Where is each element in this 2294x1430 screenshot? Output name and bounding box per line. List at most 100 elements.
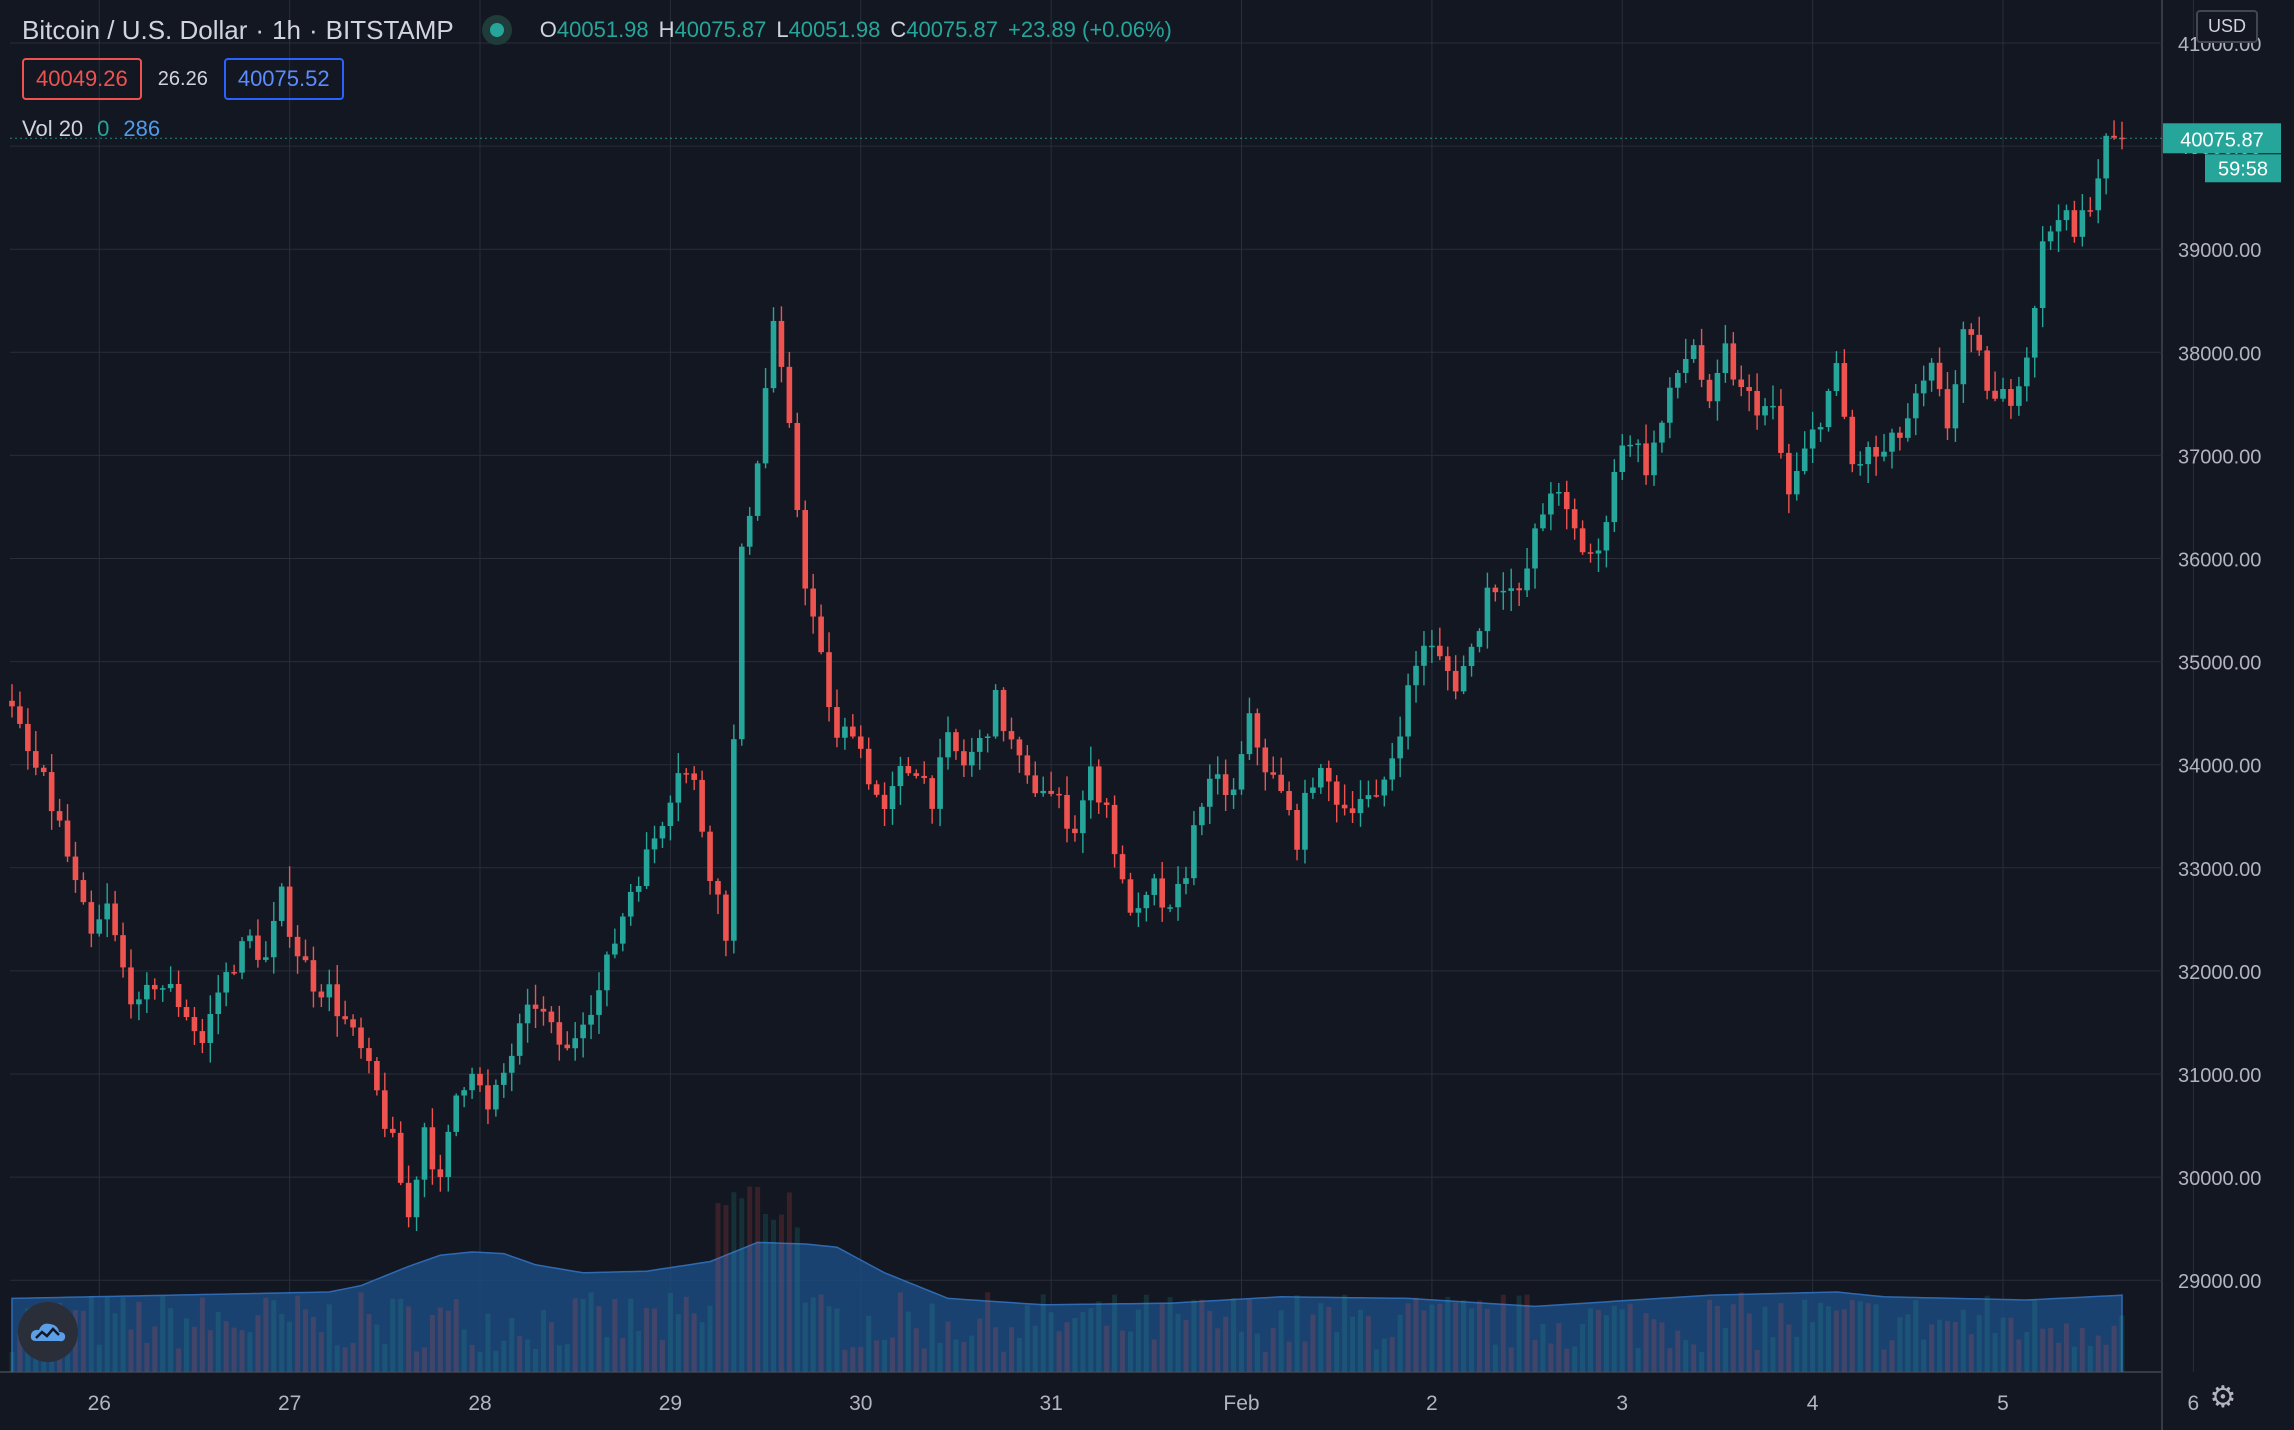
candle-body [1270, 772, 1277, 775]
volume-bar [699, 1322, 705, 1372]
candle-body [1849, 416, 1856, 465]
candle-body [905, 766, 912, 774]
volume-bar [295, 1295, 301, 1372]
x-tick-label: 29 [659, 1392, 682, 1415]
volume-bar [1992, 1333, 1998, 1372]
volume-bar [1389, 1336, 1395, 1372]
currency-button[interactable]: USD [2196, 10, 2259, 43]
candle-body [667, 802, 674, 827]
candle-body [1714, 373, 1721, 402]
candle-body [247, 935, 253, 942]
volume-bar [1246, 1299, 1252, 1372]
volume-bar [1318, 1303, 1324, 1372]
candle-body [627, 891, 634, 917]
candle-body [112, 903, 118, 936]
candle-body [1468, 646, 1475, 667]
volume-bar [1357, 1309, 1363, 1372]
volume-bar [1008, 1327, 1014, 1372]
symbol-name[interactable]: Bitcoin / U.S. Dollar [22, 14, 248, 45]
volume-bar [1016, 1337, 1022, 1372]
volume-bar [1968, 1334, 1974, 1372]
volume-bar [1984, 1295, 1990, 1372]
candle-body [183, 1007, 190, 1018]
volume-bar [1707, 1299, 1713, 1372]
volume-bar [834, 1308, 840, 1372]
candle-body [255, 935, 261, 960]
candle-body [1476, 631, 1483, 647]
volume-bar [2095, 1335, 2101, 1372]
y-tick-label: 36000.00 [2178, 550, 2261, 572]
volume-bar [1738, 1292, 1744, 1372]
volume-bar [889, 1337, 895, 1372]
candle-body [1786, 452, 1792, 495]
volume-bar [1802, 1299, 1808, 1372]
candle-body [794, 423, 801, 511]
candle-body [2103, 135, 2109, 179]
countdown-box [2205, 154, 2281, 183]
candle-body [294, 936, 301, 957]
volume-bar [794, 1227, 800, 1372]
gear-icon[interactable]: ⚙ [2209, 1380, 2237, 1414]
volume-bar [429, 1314, 435, 1372]
volume-bar [414, 1351, 420, 1372]
volume-bar [683, 1296, 689, 1372]
price-axis[interactable]: 29000.00 30000.00 31000.00 32000.00 33000.00… [2178, 34, 2261, 1293]
candle-body [723, 894, 729, 941]
volume-bar [937, 1342, 943, 1372]
candle-body [1778, 405, 1784, 453]
volume-bar [215, 1312, 221, 1372]
volume-bar [1175, 1313, 1181, 1372]
candle-body [604, 954, 610, 991]
candle-body [1944, 389, 1951, 429]
volume-bar [1976, 1315, 1982, 1372]
volume-bar [993, 1327, 999, 1372]
candle-body [1000, 689, 1007, 732]
volume-bar [802, 1302, 808, 1372]
candle-body [461, 1090, 467, 1096]
volume-bar [1524, 1294, 1530, 1372]
candle-body [1643, 443, 1649, 476]
y-tick-label: 30000.00 [2178, 1168, 2261, 1190]
volume-bar [342, 1347, 348, 1372]
candle-body [1452, 670, 1459, 692]
volume-bar [1810, 1322, 1816, 1372]
candle-body [64, 820, 71, 857]
y-tick-label: 34000.00 [2178, 756, 2261, 778]
volume-bar [1921, 1339, 1927, 1372]
interval-label[interactable]: 1h [272, 14, 301, 45]
time-axis[interactable]: 26 27 28 29 30 31 Feb 2 3 4 5 6 [88, 1392, 2200, 1415]
candle-body [1127, 879, 1134, 913]
volume-bar [1135, 1309, 1141, 1372]
candle-body [1801, 448, 1808, 472]
x-tick-label: 28 [468, 1392, 491, 1415]
volume-bar [1849, 1300, 1855, 1372]
candle-body [1920, 380, 1927, 394]
candle-body [1056, 793, 1062, 796]
sell-button[interactable]: 40049.26 [22, 58, 142, 100]
candle-body [1627, 444, 1633, 447]
volume-bar [2032, 1299, 2038, 1372]
candle-body [945, 732, 951, 758]
candle-body [1928, 362, 1935, 381]
volume-bar [128, 1329, 134, 1372]
volume-bar [1746, 1313, 1752, 1372]
candle-body [857, 736, 864, 749]
volume-bar [1937, 1319, 1943, 1372]
volume-bar [2016, 1339, 2022, 1372]
candle-body [32, 751, 39, 768]
volume-bar [1484, 1308, 1490, 1372]
volume-bar [1001, 1351, 1007, 1372]
volume-legend[interactable]: Vol 20 0 286 [22, 116, 160, 142]
volume-bar [1881, 1349, 1887, 1372]
candle-body [437, 1169, 444, 1177]
candle-body [1333, 781, 1340, 805]
volume-bar [2040, 1328, 2046, 1372]
buy-button[interactable]: 40075.52 [223, 58, 344, 100]
volume-bar [564, 1344, 570, 1372]
volume-bar [1064, 1322, 1070, 1372]
candle-body [1357, 799, 1364, 814]
candle-body [1992, 390, 1998, 399]
cloud-chart-icon[interactable] [18, 1302, 78, 1362]
last-price-tag: 40075.87 59:58 [10, 123, 2281, 183]
